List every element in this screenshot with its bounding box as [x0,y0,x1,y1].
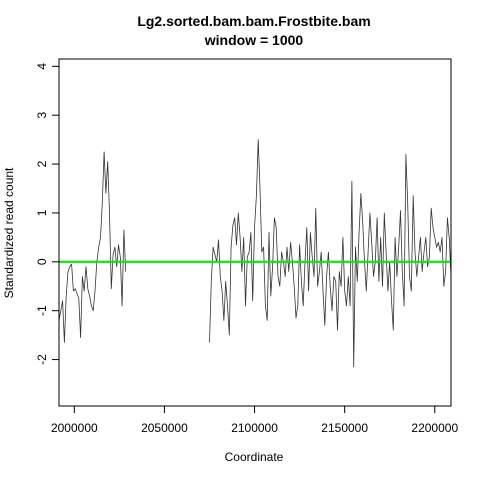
plot-area [59,139,451,368]
chart-title: Lg2.sorted.bam.bam.Frostbite.bam [137,13,370,29]
x-tick-label: 2000000 [51,421,98,435]
x-axis-label: Coordinate [225,450,284,464]
plot-frame [58,58,452,407]
y-tick-label: 3 [35,112,49,119]
x-tick-label: 2200000 [411,421,458,435]
y-tick-label: 1 [35,209,49,216]
y-tick-label: -2 [35,354,49,365]
y-tick-label: -1 [35,305,49,316]
y-axis: -2 -1 0 1 2 3 4 [35,63,59,365]
x-tick-label: 2100000 [231,421,278,435]
y-tick-label: 2 [35,160,49,167]
x-tick-label: 2050000 [141,421,188,435]
y-tick-label: 0 [35,258,49,265]
x-tick-label: 2150000 [321,421,368,435]
y-axis-label: Standardized read count [2,167,16,298]
series-line-segment-1 [59,151,127,343]
x-axis: 2000000 2050000 2100000 2150000 2200000 [51,406,458,435]
chart-subtitle: window = 1000 [204,32,304,48]
y-tick-label: 4 [35,63,49,70]
series-line-segment-2 [209,139,451,368]
